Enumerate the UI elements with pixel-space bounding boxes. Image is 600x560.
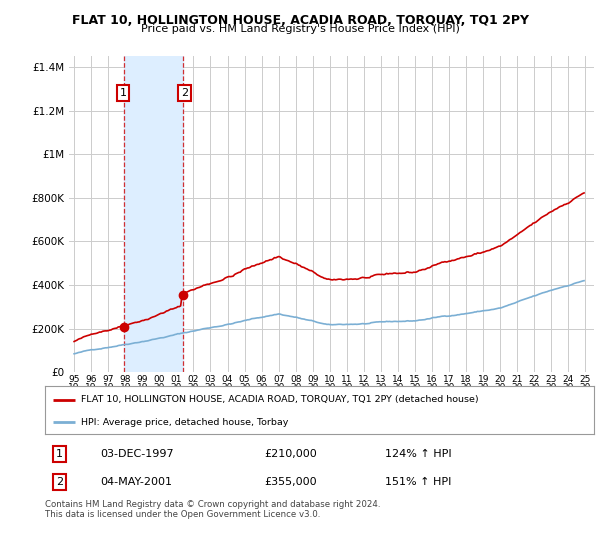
Text: 1: 1 [56, 449, 63, 459]
Text: 2: 2 [56, 477, 63, 487]
Text: £210,000: £210,000 [265, 449, 317, 459]
Text: Contains HM Land Registry data © Crown copyright and database right 2024.
This d: Contains HM Land Registry data © Crown c… [45, 500, 380, 520]
Text: 2: 2 [181, 88, 188, 98]
Text: FLAT 10, HOLLINGTON HOUSE, ACADIA ROAD, TORQUAY, TQ1 2PY: FLAT 10, HOLLINGTON HOUSE, ACADIA ROAD, … [71, 14, 529, 27]
Bar [124, 56, 182, 372]
Text: 03-DEC-1997: 03-DEC-1997 [100, 449, 173, 459]
Text: £355,000: £355,000 [265, 477, 317, 487]
Text: 04-MAY-2001: 04-MAY-2001 [100, 477, 172, 487]
Text: Price paid vs. HM Land Registry's House Price Index (HPI): Price paid vs. HM Land Registry's House … [140, 24, 460, 34]
Text: 124% ↑ HPI: 124% ↑ HPI [385, 449, 452, 459]
Text: 151% ↑ HPI: 151% ↑ HPI [385, 477, 452, 487]
Text: HPI: Average price, detached house, Torbay: HPI: Average price, detached house, Torb… [80, 418, 288, 427]
Text: FLAT 10, HOLLINGTON HOUSE, ACADIA ROAD, TORQUAY, TQ1 2PY (detached house): FLAT 10, HOLLINGTON HOUSE, ACADIA ROAD, … [80, 395, 478, 404]
Text: 1: 1 [119, 88, 127, 98]
